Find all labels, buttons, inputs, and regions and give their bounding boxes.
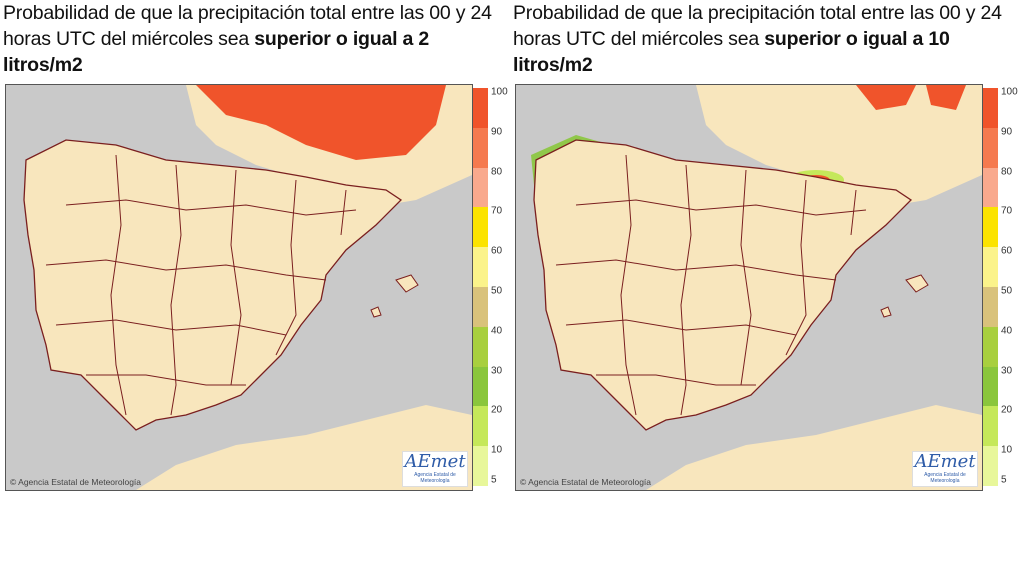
legend-swatch [473,247,488,287]
legend-label: 90 [1001,126,1013,138]
legend-label: 5 [491,474,497,486]
aemet-logo-subtitle: Agencia Estatal de Meteorología [924,472,966,484]
precip-high-zone-france [856,85,916,110]
legend-swatch [473,446,488,486]
legend-label: 80 [491,166,503,178]
balearic-islands [395,274,419,293]
legend-swatch [983,446,998,486]
caption-threshold: superior o igual a 10 litros/m2 [513,28,950,76]
legend-swatch [473,406,488,447]
france-land [696,85,982,205]
aemet-logo: AEmet Agencia Estatal de Meteorología [402,451,468,487]
legend-label: 70 [1001,205,1013,217]
legend-swatch [473,167,488,208]
legend-swatch [983,207,998,248]
legend-swatch [473,286,488,327]
map-graphic [516,85,982,490]
legend-label: 5 [1001,474,1007,486]
legend-color-bar [473,88,488,486]
legend-swatch [473,88,488,128]
legend-swatch [473,127,488,168]
legend-swatch [983,247,998,287]
legend-label: 50 [1001,285,1013,297]
legend-label: 10 [491,444,503,456]
legend-swatch [473,366,488,407]
legend-label: 60 [1001,245,1013,257]
caption-text: Probabilidad de que la precipitación tot… [3,2,492,50]
legend-label: 90 [491,126,503,138]
province-borders [533,139,912,431]
legend-label: 20 [1001,404,1013,416]
legend-swatch [983,406,998,447]
map-credit: © Agencia Estatal de Meteorología [10,477,142,487]
aemet-logo-mark: AEmet [914,451,976,472]
legend-label: 100 [491,86,508,98]
legend-swatch [473,326,488,367]
map-caption: Probabilidad de que la precipitación tot… [3,0,509,78]
legend-swatch [473,207,488,248]
aemet-logo-mark: AEmet [404,451,466,472]
legend-swatch [983,167,998,208]
legend-label: 80 [1001,166,1013,178]
legend-label: 50 [491,285,503,297]
legend-label: 30 [491,365,503,377]
caption-text: Probabilidad de que la precipitación tot… [513,2,1002,50]
legend-label: 20 [491,404,503,416]
legend-swatch [983,88,998,128]
province-borders [23,139,402,431]
map-credit: © Agencia Estatal de Meteorología [520,477,652,487]
aemet-logo-subtitle: Agencia Estatal de Meteorología [414,472,456,484]
legend-label: 40 [491,325,503,337]
map-panel-10mm: Probabilidad de que la precipitación tot… [513,0,1019,500]
map-caption: Probabilidad de que la precipitación tot… [513,0,1019,78]
probability-map: © Agencia Estatal de Meteorología AEmet … [5,84,473,491]
precip-high-zone-france [196,85,446,160]
caption-threshold: superior o igual a 2 litros/m2 [3,28,430,76]
legend-label: 60 [491,245,503,257]
legend-swatch [983,326,998,367]
probability-legend: 100 90 80 70 60 50 40 30 20 10 5 [983,86,1019,486]
legend-color-bar [983,88,998,486]
legend-swatch [983,286,998,327]
legend-swatch [983,127,998,168]
legend-label: 10 [1001,444,1013,456]
probability-map: © Agencia Estatal de Meteorología AEmet … [515,84,983,491]
map-graphic [6,85,472,490]
africa-land [646,405,982,490]
map-panel-2mm: Probabilidad de que la precipitación tot… [3,0,509,500]
aemet-logo: AEmet Agencia Estatal de Meteorología [912,451,978,487]
probability-legend: 100 90 80 70 60 50 40 30 20 10 5 [473,86,509,486]
africa-land [136,405,472,490]
legend-swatch [983,366,998,407]
legend-label: 70 [491,205,503,217]
balearic-islands [905,274,929,293]
legend-label: 30 [1001,365,1013,377]
legend-label: 100 [1001,86,1018,98]
legend-label: 40 [1001,325,1013,337]
